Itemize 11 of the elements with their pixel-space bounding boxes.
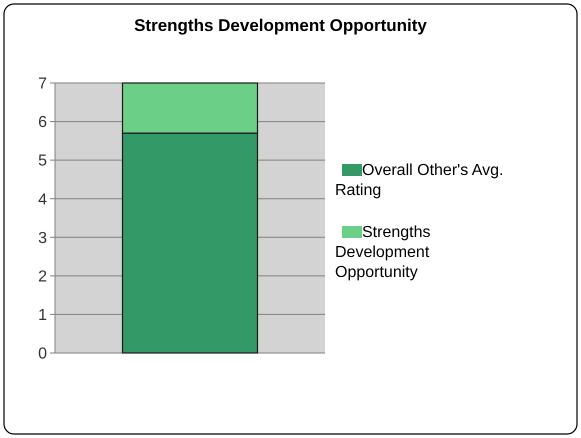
- y-tick-label: 5: [38, 152, 48, 170]
- legend-label: Overall Other's Avg. Rating: [335, 162, 504, 199]
- y-tick-label: 0: [38, 346, 48, 363]
- legend-label: Strengths Development Opportunity: [335, 224, 430, 281]
- chart-title: Strengths Development Opportunity: [134, 16, 428, 35]
- y-tick-label: 4: [38, 191, 48, 208]
- y-tick-label: 7: [38, 76, 48, 93]
- y-tick-label: 2: [38, 268, 48, 286]
- y-tick-label: 6: [38, 114, 48, 132]
- y-tick-label: 3: [38, 230, 48, 247]
- y-tick-label: 1: [38, 307, 48, 324]
